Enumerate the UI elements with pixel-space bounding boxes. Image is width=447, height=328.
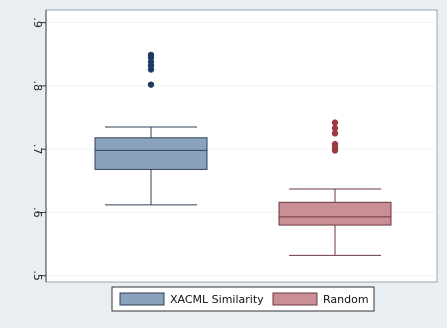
y-tick-label-1: .6: [31, 207, 44, 218]
outlier-random-3: [331, 130, 339, 137]
outlier-random-5: [331, 119, 339, 126]
y-axis: .5 .6 .7 .8 .9: [31, 10, 47, 282]
y-tick-label-0: .5: [31, 270, 44, 281]
outlier-xacml-similarity-0: [147, 81, 155, 88]
y-tick-label-2: .7: [31, 144, 44, 155]
legend-label-xacml: XACML Similarity: [170, 293, 264, 306]
y-tick-label-3: .8: [31, 81, 44, 92]
y-tick-label-4: .9: [31, 17, 44, 28]
legend: XACML Similarity Random: [111, 286, 375, 312]
box-random: [278, 201, 392, 226]
outlier-random-4: [331, 125, 339, 132]
outlier-random-2: [331, 140, 339, 148]
legend-swatch-random: [272, 292, 318, 306]
outlier-xacml-similarity-5: [147, 51, 155, 59]
legend-swatch-xacml: [119, 292, 165, 306]
legend-label-random: Random: [323, 293, 369, 306]
box-xacml-similarity: [94, 137, 208, 170]
boxes: [94, 51, 392, 256]
outlier-xacml-similarity-3: [147, 58, 155, 66]
